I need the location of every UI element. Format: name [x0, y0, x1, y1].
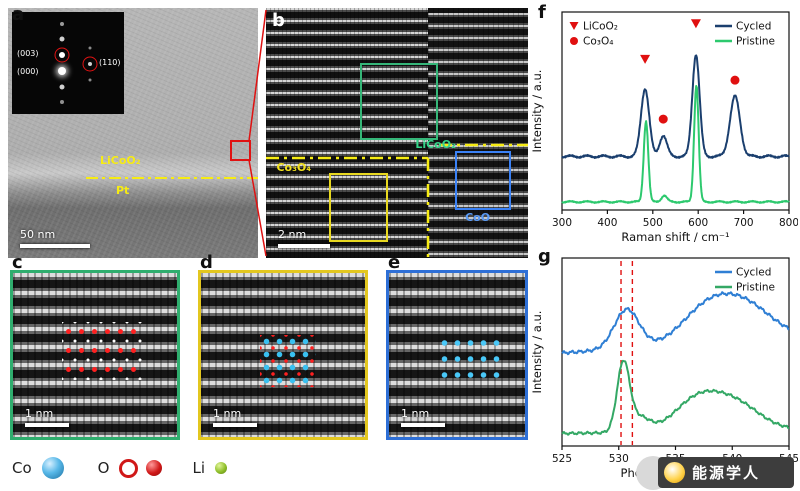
panel-c-label: c: [12, 252, 23, 273]
svg-text:Pristine: Pristine: [736, 282, 775, 294]
watermark-logo-icon: [664, 462, 685, 483]
pt-layer-label: Pt: [116, 184, 130, 197]
raman-spectra-chart: 300 400 500 600 700 800 Raman shift / cm⁻¹ Inte…: [532, 4, 798, 246]
panel-g-label: g: [538, 246, 551, 267]
scale-bar-d-text: 1 nm: [213, 407, 242, 420]
li-atom-icon: [215, 462, 227, 474]
svg-text:Co₃O₄: Co₃O₄: [583, 36, 613, 48]
panel-e-stem-image: 1 nm: [386, 270, 528, 440]
panel-a-tem-image: (003) (000) (110) LiCoO₂ Pt 50 nm: [8, 8, 258, 258]
diffraction-highlight-ring: [54, 47, 70, 63]
svg-text:Pristine: Pristine: [736, 36, 775, 48]
diffraction-spot: [59, 84, 65, 90]
co3o4-region-label: Co₃O₄: [276, 160, 312, 174]
coo-region-label: CoO: [465, 210, 491, 224]
diffraction-spot: [88, 46, 92, 50]
scale-bar-c-text: 1 nm: [25, 407, 54, 420]
atom-overlay-licoo2: [62, 322, 143, 381]
coo-texture-region: [428, 8, 528, 258]
scale-bar-a-text: 50 nm: [20, 228, 56, 241]
xas-spectra-chart: 525530535540545Photon energy / eVIntensi…: [532, 250, 798, 482]
panel-d-label: d: [200, 252, 213, 273]
scale-bar-e: 1 nm: [401, 407, 445, 427]
panel-f-label: f: [538, 2, 546, 23]
atom-overlay-coo: [437, 335, 500, 384]
diffraction-spot-label-000: (000): [17, 67, 39, 76]
svg-text:Raman shift / cm⁻¹: Raman shift / cm⁻¹: [621, 230, 729, 244]
svg-text:700: 700: [734, 217, 754, 229]
diffraction-inset: (003) (000) (110): [12, 12, 124, 114]
svg-text:300: 300: [552, 217, 572, 229]
scale-bar-a: 50 nm: [20, 228, 90, 248]
diffraction-spot-label-110: (110): [99, 58, 121, 67]
li-legend-label: Li: [192, 459, 205, 477]
panel-d-stem-image: 1 nm: [198, 270, 368, 440]
svg-text:400: 400: [597, 217, 617, 229]
svg-text:530: 530: [609, 453, 629, 465]
diffraction-spot: [88, 78, 92, 82]
atom-legend: Co O Li: [12, 452, 227, 484]
scale-bar-d: 1 nm: [213, 407, 257, 427]
svg-text:Cycled: Cycled: [736, 267, 771, 279]
diffraction-spot: [60, 22, 64, 26]
panel-b-label: b: [272, 10, 285, 31]
co3o4-region-box: [328, 173, 388, 242]
co-atom-icon: [41, 457, 64, 479]
scale-bar-b-text: 2 nm: [278, 228, 307, 241]
panel-a-label: a: [12, 4, 25, 25]
o-legend-label: O: [97, 459, 110, 477]
panel-c-stem-image: 1 nm: [10, 270, 180, 440]
interface-dash-line: [86, 177, 258, 179]
svg-text:800: 800: [779, 217, 798, 229]
diffraction-spot: [60, 100, 64, 104]
licoo2-region-box: [360, 63, 438, 140]
phase-boundary-dash-lines: [266, 143, 528, 258]
diffraction-spot: [59, 36, 65, 42]
diffraction-highlight-ring: [82, 56, 98, 72]
atom-overlay-co3o4: [260, 335, 317, 388]
co-legend-label: Co: [12, 459, 32, 477]
coo-region-box: [454, 150, 512, 210]
scale-bar-b: 2 nm: [278, 228, 330, 248]
svg-text:525: 525: [552, 453, 572, 465]
licoo2-layer-label: LiCoO₂: [100, 154, 141, 167]
roi-box: [230, 140, 251, 161]
svg-text:600: 600: [688, 217, 708, 229]
panel-b-hrtem-image: LiCoO₂ Co₃O₄ CoO 2 nm: [266, 8, 528, 258]
diffraction-spot-center: [58, 67, 66, 75]
watermark-text: 能源学人: [692, 464, 761, 482]
scale-bar-c: 1 nm: [25, 407, 69, 427]
watermark-badge: 能源学人: [658, 457, 794, 488]
svg-text:500: 500: [643, 217, 663, 229]
panel-e-label: e: [388, 252, 401, 273]
scale-bar-e-text: 1 nm: [401, 407, 430, 420]
svg-text:Intensity / a.u.: Intensity / a.u.: [532, 70, 544, 153]
o-atom-icon: [146, 460, 163, 476]
svg-text:Cycled: Cycled: [736, 21, 771, 33]
diffraction-spot-label-003: (003): [17, 49, 39, 58]
svg-text:LiCoO₂: LiCoO₂: [583, 21, 618, 33]
svg-text:Intensity / a.u.: Intensity / a.u.: [532, 311, 544, 394]
licoo2-region-label: LiCoO₂: [415, 138, 456, 151]
o-ring-icon: [119, 458, 139, 478]
